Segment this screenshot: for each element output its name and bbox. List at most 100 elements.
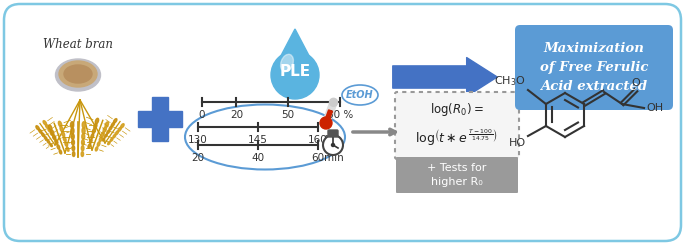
FancyBboxPatch shape (395, 92, 519, 159)
Ellipse shape (53, 135, 55, 140)
Ellipse shape (43, 121, 47, 125)
Ellipse shape (65, 142, 68, 146)
Text: min: min (324, 153, 344, 163)
Ellipse shape (342, 85, 378, 105)
Ellipse shape (73, 152, 75, 157)
Polygon shape (275, 29, 315, 68)
Circle shape (271, 51, 319, 99)
Circle shape (329, 98, 338, 106)
Ellipse shape (97, 142, 100, 146)
Ellipse shape (59, 150, 62, 154)
FancyArrowPatch shape (393, 58, 497, 97)
Circle shape (323, 135, 343, 155)
Circle shape (332, 144, 334, 147)
Text: 130: 130 (188, 135, 208, 145)
Ellipse shape (72, 140, 75, 145)
Ellipse shape (281, 54, 293, 72)
Ellipse shape (49, 125, 52, 130)
Ellipse shape (66, 147, 69, 151)
FancyBboxPatch shape (396, 157, 518, 193)
Ellipse shape (45, 136, 47, 140)
Ellipse shape (99, 137, 102, 142)
Ellipse shape (62, 132, 64, 137)
Ellipse shape (53, 136, 55, 139)
Text: O: O (632, 78, 640, 88)
Ellipse shape (50, 144, 52, 147)
Ellipse shape (55, 140, 58, 143)
Text: 20: 20 (230, 110, 243, 120)
Ellipse shape (81, 152, 84, 157)
Ellipse shape (58, 121, 62, 127)
Text: + Tests for
higher R₀: + Tests for higher R₀ (427, 163, 486, 187)
Text: Wheat bran: Wheat bran (43, 38, 113, 51)
Ellipse shape (113, 135, 116, 138)
Ellipse shape (105, 134, 108, 137)
Ellipse shape (102, 138, 105, 141)
Ellipse shape (60, 126, 63, 132)
Ellipse shape (57, 145, 60, 149)
Ellipse shape (82, 146, 84, 151)
FancyBboxPatch shape (328, 130, 338, 137)
Ellipse shape (109, 126, 112, 130)
Text: $\log\!\left(t \ast e^{\,\frac{T-100}{14.75}}\right)$: $\log\!\left(t \ast e^{\,\frac{T-100}{14… (415, 128, 499, 148)
Ellipse shape (82, 122, 86, 128)
Ellipse shape (64, 65, 92, 83)
Text: 20: 20 (191, 153, 205, 163)
FancyBboxPatch shape (138, 111, 182, 127)
Text: 50: 50 (282, 110, 295, 120)
Ellipse shape (42, 133, 45, 137)
Ellipse shape (71, 122, 74, 128)
Ellipse shape (91, 134, 94, 138)
Text: $\log(R_0) =$: $\log(R_0) =$ (430, 100, 484, 118)
Text: 0: 0 (199, 110, 205, 120)
Text: 160: 160 (308, 135, 328, 145)
Ellipse shape (55, 140, 58, 145)
Ellipse shape (59, 61, 97, 87)
Ellipse shape (121, 124, 124, 128)
Ellipse shape (82, 140, 84, 145)
Ellipse shape (111, 122, 114, 126)
Polygon shape (323, 101, 337, 124)
Ellipse shape (95, 147, 98, 151)
Ellipse shape (110, 138, 113, 141)
Ellipse shape (36, 126, 39, 130)
Ellipse shape (45, 124, 49, 128)
Text: 145: 145 (248, 135, 268, 145)
Ellipse shape (107, 130, 110, 134)
Text: EtOH: EtOH (346, 90, 374, 100)
Text: 80 %: 80 % (327, 110, 353, 120)
Text: 60: 60 (312, 153, 325, 163)
Ellipse shape (71, 134, 74, 139)
Ellipse shape (101, 132, 104, 137)
Ellipse shape (185, 105, 345, 170)
Ellipse shape (92, 129, 95, 134)
Ellipse shape (50, 132, 53, 136)
Ellipse shape (38, 129, 42, 133)
Text: HO: HO (509, 138, 526, 148)
Ellipse shape (118, 127, 121, 131)
Ellipse shape (103, 127, 106, 132)
Ellipse shape (82, 134, 85, 139)
Ellipse shape (48, 128, 51, 132)
Text: 40: 40 (251, 153, 264, 163)
FancyBboxPatch shape (152, 97, 168, 141)
Text: CH$_3$O: CH$_3$O (495, 74, 526, 88)
Text: PLE: PLE (279, 63, 310, 78)
Text: OH: OH (646, 103, 663, 113)
Ellipse shape (94, 123, 97, 129)
Polygon shape (324, 110, 332, 124)
Ellipse shape (71, 128, 74, 134)
Ellipse shape (47, 140, 50, 143)
Ellipse shape (116, 131, 119, 135)
Ellipse shape (114, 119, 117, 123)
Ellipse shape (95, 118, 99, 124)
Ellipse shape (105, 122, 108, 127)
Ellipse shape (55, 59, 101, 91)
FancyBboxPatch shape (515, 25, 673, 110)
Ellipse shape (72, 146, 75, 151)
Text: °C: °C (324, 135, 336, 145)
Circle shape (320, 117, 332, 129)
Ellipse shape (51, 130, 54, 135)
FancyBboxPatch shape (4, 4, 681, 241)
Ellipse shape (63, 137, 66, 141)
